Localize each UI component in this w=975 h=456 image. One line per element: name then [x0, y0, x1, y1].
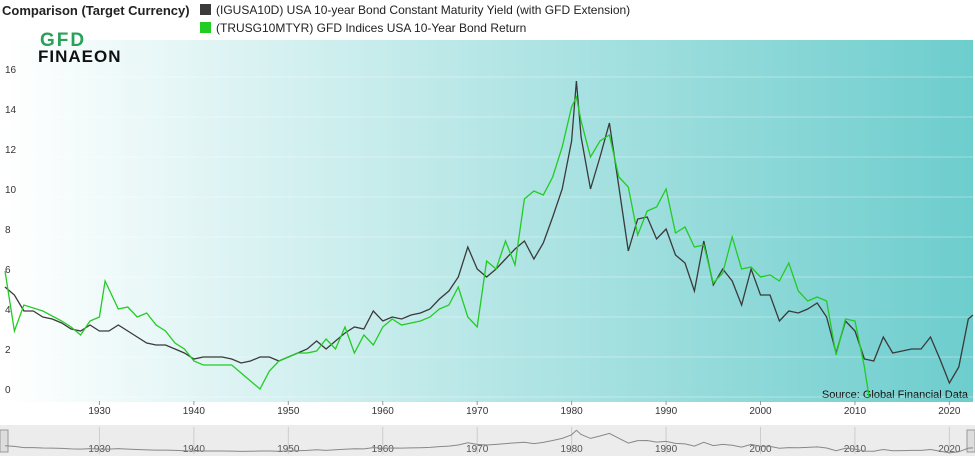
legend-label: (TRUSG10MTYR) GFD Indices USA 10-Year Bo…: [216, 21, 526, 35]
navigator-label: 2020: [938, 444, 961, 455]
navigator-handle[interactable]: [0, 429, 9, 453]
y-tick-label: 10: [5, 185, 17, 196]
x-tick-label: 1950: [277, 406, 300, 417]
legend-swatch: [200, 22, 211, 33]
logo-top: GFD: [40, 30, 86, 51]
x-tick-label: 1940: [183, 406, 206, 417]
x-tick-label: 1960: [372, 406, 395, 417]
x-tick-label: 1980: [561, 406, 584, 417]
x-tick-label: 1970: [466, 406, 489, 417]
y-tick-label: 0: [5, 385, 11, 396]
y-tick-label: 12: [5, 145, 17, 156]
y-tick-label: 14: [5, 105, 17, 116]
navigator-handle[interactable]: [966, 429, 975, 453]
navigator-label: 1970: [466, 444, 489, 455]
y-tick-label: 2: [5, 345, 11, 356]
series-line: [4, 94, 870, 398]
navigator-line: [4, 429, 974, 454]
y-tick-label: 6: [5, 265, 11, 276]
y-tick-label: 8: [5, 225, 11, 236]
navigator-label: 1940: [183, 444, 206, 455]
legend-swatch: [200, 4, 211, 15]
x-tick-label: 1990: [655, 406, 678, 417]
y-tick-label: 4: [5, 305, 11, 316]
navigator-label: 1980: [561, 444, 584, 455]
x-tick-label: 2000: [749, 406, 772, 417]
navigator-label: 1990: [655, 444, 678, 455]
logo-bottom: FINAEON: [38, 47, 122, 66]
y-tick-label: 16: [5, 65, 17, 76]
x-tick-label: 1930: [88, 406, 111, 417]
navigator-label: 2000: [749, 444, 772, 455]
navigator-label: 1950: [277, 444, 300, 455]
plot-background: [5, 40, 973, 402]
x-tick-label: 2020: [938, 406, 961, 417]
navigator-background: [0, 425, 975, 456]
source-note: Source: Global Financial Data: [822, 389, 969, 401]
x-tick-label: 2010: [844, 406, 867, 417]
navigator-label: 1960: [372, 444, 395, 455]
chart-title: Comparison (Target Currency): [2, 3, 190, 18]
legend-label: (IGUSA10D) USA 10-year Bond Constant Mat…: [216, 3, 630, 17]
